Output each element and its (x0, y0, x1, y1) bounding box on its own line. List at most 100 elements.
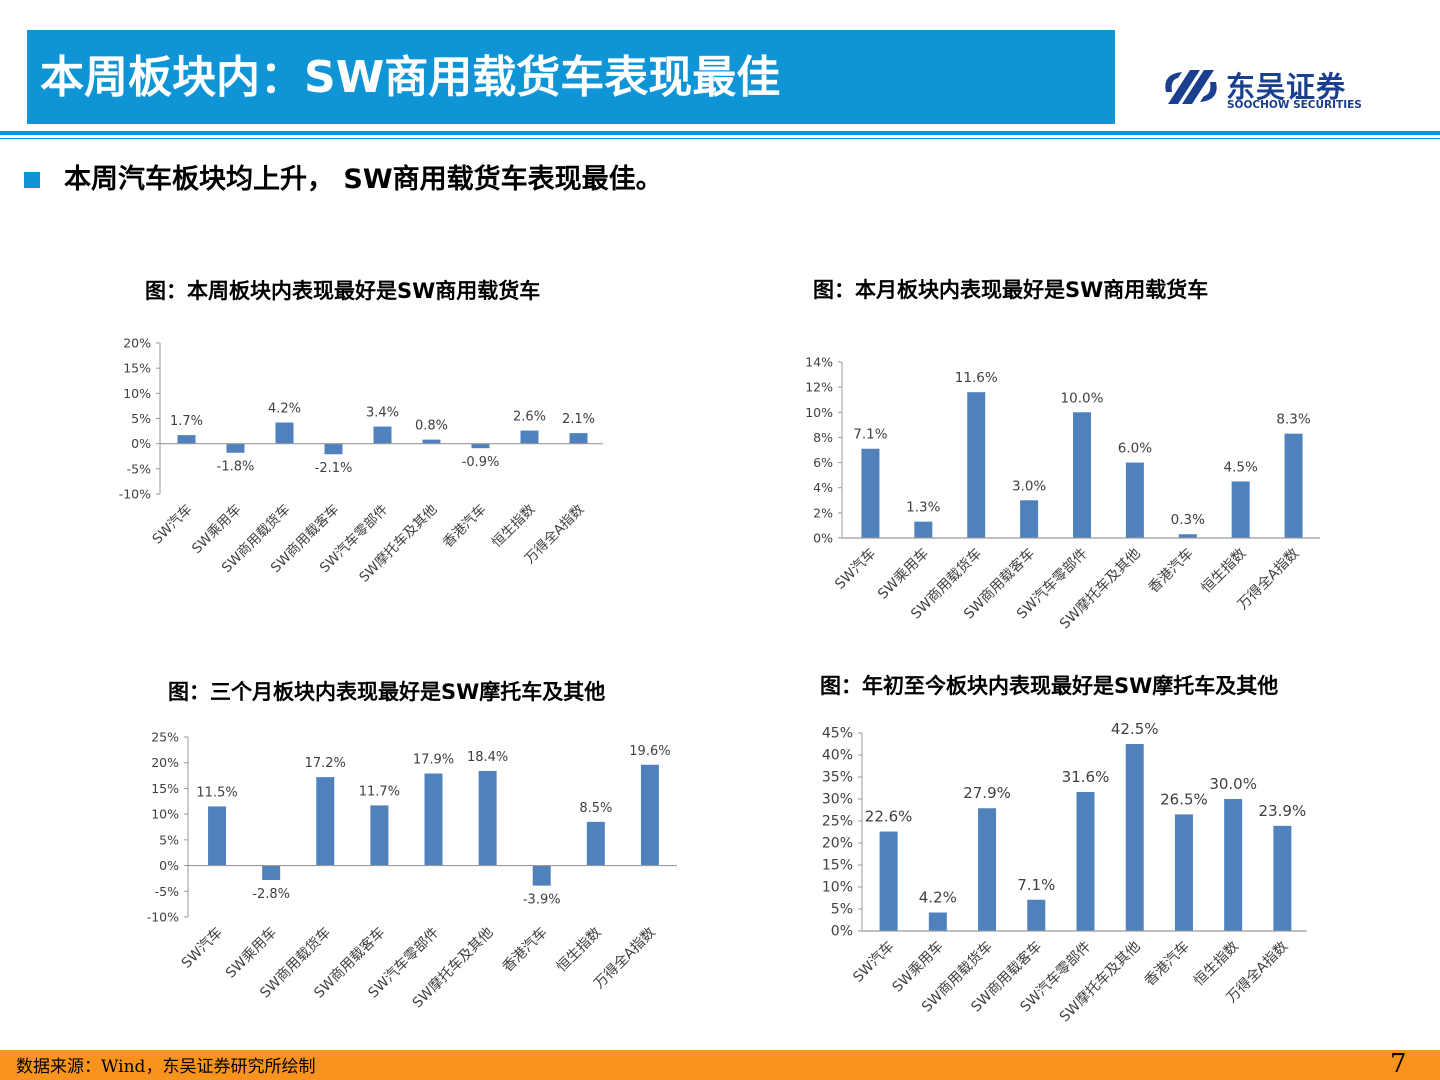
bullet-square-icon (24, 172, 40, 188)
bar (861, 448, 880, 538)
data-label: 3.0% (1012, 478, 1046, 494)
y-tick-label: 0% (159, 858, 179, 873)
category-label: SW乘用车 (874, 545, 932, 603)
bar (226, 443, 245, 453)
bar (914, 521, 933, 538)
bar (569, 433, 588, 444)
category-label: SW汽车 (149, 501, 196, 548)
y-tick-label: 0% (813, 531, 833, 546)
data-label: 26.5% (1160, 790, 1208, 808)
category-label: 恒生指数 (554, 925, 605, 976)
title-bar (27, 30, 1115, 124)
y-tick-label: 25% (151, 730, 179, 745)
y-tick-label: -5% (155, 884, 179, 899)
header-divider-thin (0, 138, 1440, 139)
y-tick-label: 0% (131, 436, 151, 451)
data-label: 7.1% (853, 427, 887, 443)
y-tick-label: 2% (813, 505, 833, 520)
bar (471, 443, 490, 449)
y-tick-label: 45% (822, 726, 853, 742)
y-tick-label: 15% (151, 781, 179, 796)
data-label: 2.1% (562, 412, 595, 427)
chart-title-three-month: 图：三个月板块内表现最好是SW摩托车及其他 (168, 680, 606, 704)
y-tick-label: 40% (822, 748, 853, 764)
y-tick-label: 14% (805, 355, 833, 370)
bar (275, 422, 294, 444)
bar-chart-monthly: 14% 12% 10% 8% 6% 4% 2% 0% 7.1% SW汽车 1.3% SW乘用车 11.6… (805, 355, 1320, 632)
logo-text-cn: 东吴证券 (1226, 70, 1347, 104)
bar (1284, 433, 1303, 538)
y-tick-label: -10% (119, 487, 151, 502)
bar (967, 392, 986, 538)
bar (1027, 899, 1046, 931)
bar (1073, 412, 1091, 538)
bar (422, 439, 441, 444)
data-label: 19.6% (629, 744, 670, 759)
data-label: 10.0% (1061, 390, 1104, 406)
data-label: 8.5% (579, 801, 612, 816)
bar (370, 805, 389, 866)
data-label: 18.4% (467, 750, 508, 765)
y-tick-label: 10% (822, 880, 853, 896)
data-label: 6.0% (1118, 441, 1152, 457)
bar-chart-weekly: 20%15%10%5%0%-5%-10%1.7%SW汽车-1.8%SW乘用车4.… (119, 336, 603, 586)
y-tick-label: 25% (822, 814, 853, 830)
data-label: 0.3% (1171, 512, 1205, 528)
logo-mark-icon (1165, 70, 1217, 104)
y-tick-label: -5% (127, 461, 151, 476)
y-tick-label: 20% (151, 755, 179, 770)
data-label: -0.9% (462, 455, 500, 470)
y-tick-label: 30% (822, 792, 853, 808)
logo-text-en: SOOCHOW SECURITIES (1227, 99, 1362, 111)
bar (532, 865, 551, 886)
bar (520, 430, 539, 444)
bar (208, 806, 227, 866)
bullet-text: 本周汽车板块均上升， SW商用载货车表现最佳。 (64, 164, 663, 195)
bar (1273, 825, 1292, 931)
bar (1125, 462, 1144, 538)
charts-canvas: 20% 15% 10% 5% 0% -5% -10% 1.7% SW汽车 -1.8% SW乘用车 4.… (119, 336, 1320, 1025)
data-label: -3.9% (523, 893, 561, 908)
category-label: SW汽车 (178, 924, 226, 972)
category-label: 恒生指数 (489, 501, 539, 551)
data-label: 31.6% (1062, 768, 1110, 786)
data-label: 7.1% (1017, 876, 1055, 894)
category-label: SW乘用车 (222, 924, 280, 982)
header-divider (0, 131, 1440, 135)
bar (262, 865, 281, 880)
category-label: SW摩托车及其他 (1056, 938, 1143, 1025)
y-tick-label: 15% (822, 858, 853, 874)
page-title: 本周板块内：SW商用载货车表现最佳 (40, 52, 781, 103)
data-label: 17.2% (305, 756, 346, 771)
bar (316, 777, 335, 866)
bar (1224, 799, 1243, 931)
category-label: 香港汽车 (499, 924, 551, 976)
bar (1178, 534, 1197, 538)
data-label: -2.1% (315, 461, 353, 476)
bar (1076, 791, 1095, 931)
data-label: 42.5% (1111, 720, 1159, 738)
data-label: -2.8% (252, 887, 290, 902)
category-label: 香港汽车 (439, 501, 489, 551)
data-label: -1.8% (217, 460, 255, 475)
y-tick-label: 5% (159, 832, 179, 847)
data-label: 1.3% (906, 500, 940, 516)
y-tick-label: 12% (805, 380, 833, 395)
data-label: 11.7% (359, 784, 400, 799)
category-label: SW汽车 (850, 938, 898, 986)
bar (324, 443, 343, 455)
data-label: 0.8% (415, 419, 448, 434)
data-label: 23.9% (1259, 802, 1307, 820)
bar (928, 912, 947, 931)
bar (1231, 481, 1250, 538)
bar (586, 821, 605, 866)
y-tick-label: 20% (123, 336, 151, 351)
source-note: 数据来源：Wind，东吴证券研究所绘制 (16, 1057, 316, 1077)
y-tick-label: 8% (813, 430, 833, 445)
data-label: 22.6% (865, 808, 913, 826)
data-label: 4.2% (268, 402, 301, 417)
bar-chart-ytd: 45% 40% 35% 30% 25% 20% 15% 10% 5% 0% 22.6% SW汽车 4.2… (822, 720, 1307, 1025)
bar (978, 808, 997, 931)
category-label: 恒生指数 (1199, 546, 1250, 597)
y-tick-label: 6% (813, 455, 833, 470)
